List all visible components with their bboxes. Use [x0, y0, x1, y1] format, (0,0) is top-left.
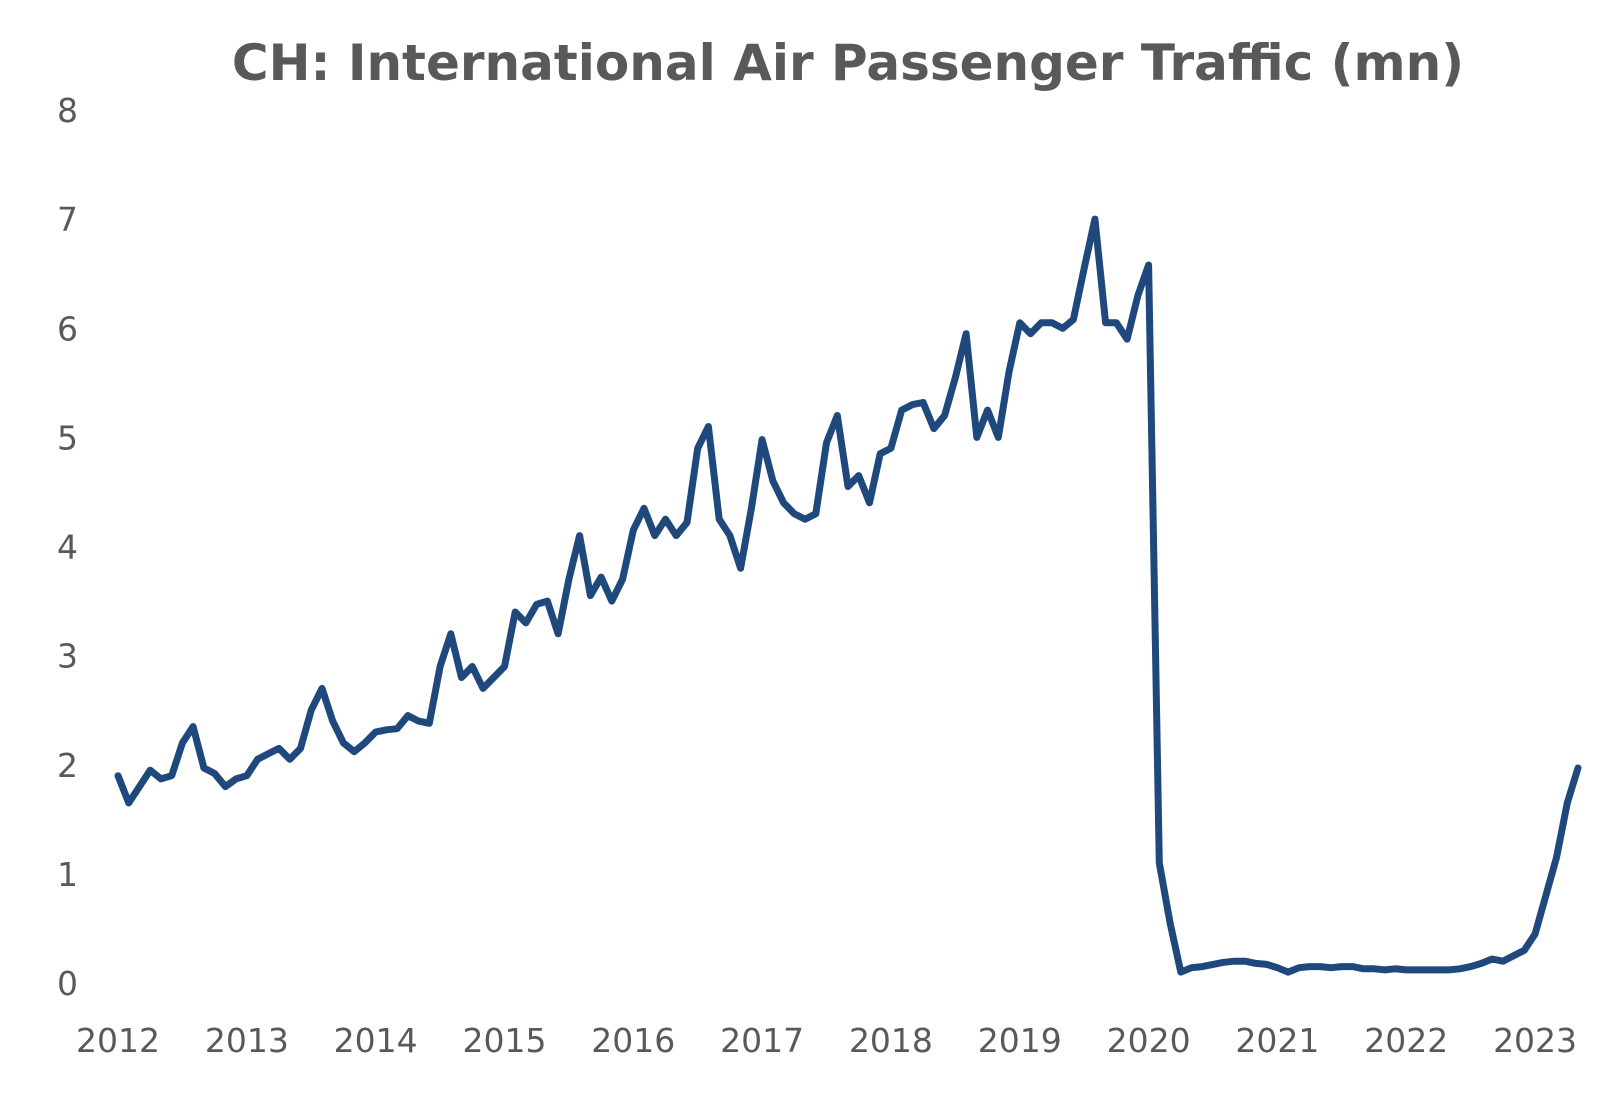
x-tick-label: 2016 — [591, 1021, 675, 1060]
y-tick-label: 5 — [57, 418, 78, 457]
y-tick-label: 0 — [57, 964, 78, 1003]
y-tick-label: 8 — [57, 91, 78, 130]
y-tick-label: 7 — [57, 200, 78, 239]
x-tick-label: 2014 — [334, 1021, 418, 1060]
x-axis: 2012 2013 2014 2015 2016 2017 2018 2019 2020 2021… — [76, 1021, 1577, 1060]
chart-title: CH: International Air Passenger Traffic … — [232, 34, 1464, 92]
x-tick-label: 2023 — [1493, 1021, 1577, 1060]
y-axis: 0 1 2 3 4 5 6 7 8 — [57, 91, 78, 1003]
series-line-0 — [114, 215, 1582, 976]
x-tick-label: 2019 — [978, 1021, 1062, 1060]
y-tick-label: 3 — [57, 637, 78, 676]
y-tick-label: 2 — [57, 746, 78, 785]
y-tick-label: 4 — [57, 528, 78, 567]
x-tick-label: 2020 — [1107, 1021, 1191, 1060]
series-layer — [114, 215, 1582, 976]
x-tick-label: 2012 — [76, 1021, 160, 1060]
x-tick-label: 2021 — [1235, 1021, 1319, 1060]
x-tick-label: 2022 — [1364, 1021, 1448, 1060]
x-tick-label: 2017 — [720, 1021, 804, 1060]
y-tick-label: 1 — [57, 855, 78, 894]
x-tick-label: 2015 — [462, 1021, 546, 1060]
x-tick-label: 2018 — [849, 1021, 933, 1060]
y-tick-label: 6 — [57, 309, 78, 348]
x-tick-label: 2013 — [205, 1021, 289, 1060]
